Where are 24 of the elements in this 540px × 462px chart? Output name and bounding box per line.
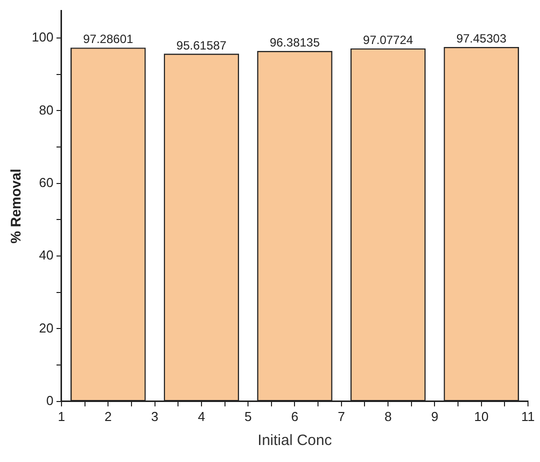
x-tick-label: 10 — [474, 408, 489, 424]
x-axis-title: Initial Conc — [258, 432, 332, 450]
data-label: 97.45303 — [456, 32, 507, 46]
x-tick-label: 9 — [431, 408, 438, 424]
x-tick-label: 6 — [291, 408, 298, 424]
data-label: 95.61587 — [176, 38, 227, 52]
x-tick-label: 4 — [198, 408, 206, 424]
y-tick-label: 100 — [32, 30, 54, 45]
y-tick-label: 80 — [39, 102, 54, 118]
data-label: 96.38135 — [270, 36, 320, 50]
x-tick-label: 5 — [244, 408, 252, 424]
y-tick-label: 0 — [46, 392, 54, 408]
x-tick-label: 8 — [384, 408, 392, 424]
x-tick-label: 7 — [338, 408, 346, 424]
y-tick-label: 60 — [39, 174, 54, 190]
x-tick-label: 3 — [151, 408, 158, 424]
x-tick-label: 1 — [58, 408, 66, 424]
y-tick-label: 40 — [39, 248, 54, 263]
y-axis-title: % Removal — [7, 168, 24, 244]
x-tick-label: 2 — [104, 408, 112, 424]
x-tick-label: 11 — [521, 408, 535, 424]
data-label: 97.28601 — [83, 32, 134, 46]
data-label: 97.07724 — [363, 32, 414, 47]
y-tick-label: 20 — [39, 320, 54, 336]
